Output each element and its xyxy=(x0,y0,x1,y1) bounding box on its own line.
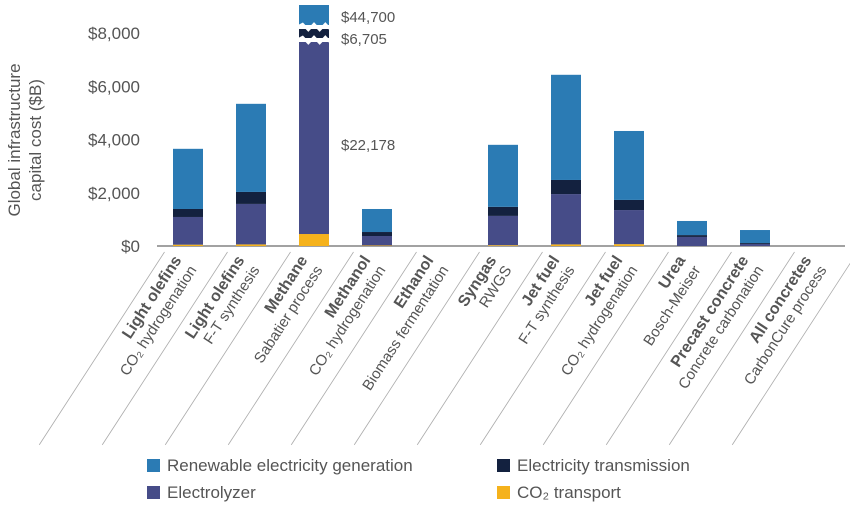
separator xyxy=(227,251,354,446)
bar-segment xyxy=(236,103,266,192)
value-label: $6,705 xyxy=(341,31,387,48)
y-label-line: Global infrastructure xyxy=(5,63,24,216)
legend-swatch xyxy=(497,459,510,472)
bar-segment xyxy=(614,244,644,246)
y-tick-label: $0 xyxy=(121,237,140,256)
y-axis-label: Global infrastructure capital cost ($B) xyxy=(5,63,45,216)
bar-segment xyxy=(173,148,203,209)
separator xyxy=(101,251,228,446)
separator xyxy=(416,251,543,446)
value-label: $22,178 xyxy=(341,137,395,154)
bar-segment xyxy=(677,236,707,246)
bar-segment xyxy=(740,243,770,245)
y-tick-label: $6,000 xyxy=(88,77,140,96)
bar-segment xyxy=(236,244,266,246)
separator xyxy=(605,251,732,446)
bar-segment xyxy=(362,236,392,246)
bar-segment xyxy=(488,215,518,246)
y-label-line: capital cost ($B) xyxy=(26,79,45,201)
bar-segment xyxy=(299,5,329,25)
bar-segment xyxy=(488,206,518,216)
separator xyxy=(164,251,291,446)
bar-segment xyxy=(236,203,266,245)
legend-label: CO₂ transport xyxy=(517,483,621,502)
bar-segment xyxy=(677,220,707,236)
separator xyxy=(38,251,165,446)
bar-segment xyxy=(299,29,329,38)
legend-label: Electrolyzer xyxy=(167,483,256,502)
y-tick-label: $8,000 xyxy=(88,24,140,43)
bar-segment xyxy=(299,234,329,246)
bar-segment xyxy=(362,208,392,233)
bar-segment xyxy=(173,244,203,246)
bar-segment xyxy=(614,210,644,245)
legend-label: Electricity transmission xyxy=(517,456,690,475)
bar-segment xyxy=(236,191,266,204)
bar-segment xyxy=(362,245,392,246)
legend-swatch xyxy=(147,459,160,472)
bar-segment xyxy=(488,144,518,207)
bar-break xyxy=(296,35,332,45)
bar-break xyxy=(296,22,332,32)
bar-segment xyxy=(677,235,707,237)
bar-segment xyxy=(551,194,581,245)
legend-label: Renewable electricity generation xyxy=(167,456,413,475)
y-tick-label: $2,000 xyxy=(88,184,140,203)
bar-segment xyxy=(740,230,770,244)
y-tick-label: $4,000 xyxy=(88,131,140,150)
bar-segment xyxy=(740,244,770,246)
bar-segment xyxy=(551,74,581,180)
legend-swatch xyxy=(147,486,160,499)
bar-segment xyxy=(614,130,644,200)
bar-segment xyxy=(173,208,203,217)
bar-segment xyxy=(551,179,581,195)
separator xyxy=(479,251,606,446)
separator xyxy=(731,262,850,446)
bar-segment xyxy=(614,199,644,211)
separator xyxy=(668,251,795,446)
legend-swatch xyxy=(497,486,510,499)
value-label: $44,700 xyxy=(341,9,395,26)
bar-segment xyxy=(551,244,581,246)
bar-segment xyxy=(173,216,203,245)
separator xyxy=(290,251,417,446)
bar-segment xyxy=(362,232,392,237)
bar-segment xyxy=(299,42,329,235)
separator xyxy=(353,251,480,446)
bar-segment xyxy=(488,245,518,246)
separator xyxy=(542,251,669,446)
